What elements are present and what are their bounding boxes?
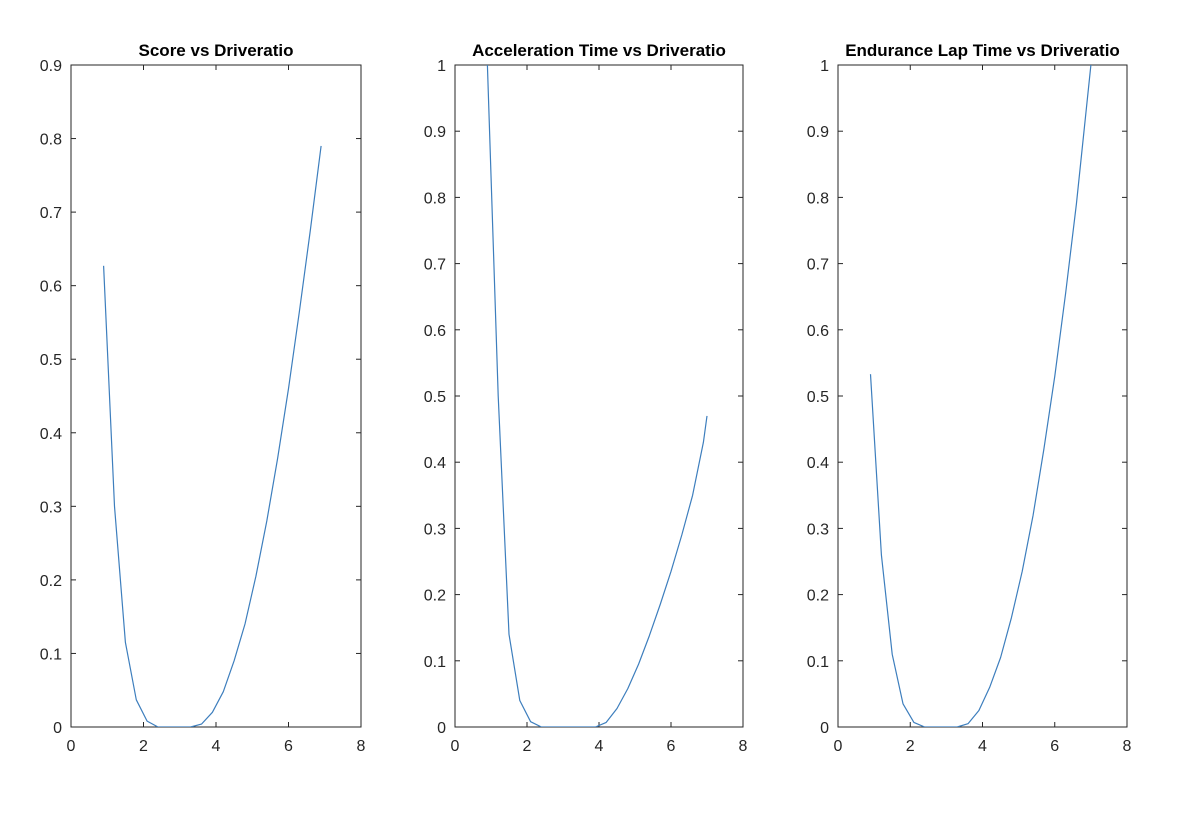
x-tick-label: 4: [212, 738, 221, 755]
y-tick-label: 0.1: [424, 654, 446, 671]
x-tick-label: 0: [451, 738, 460, 755]
x-tick-label: 6: [284, 738, 293, 755]
y-tick-label: 0.3: [807, 521, 829, 538]
y-tick-label: 0.6: [424, 323, 446, 340]
subplot-3: 0 2 4 6 8 0 0.1 0.2 0.3 0.4 0.5 0.6 0.7 0.8 0.9 1 Endura…: [807, 41, 1132, 755]
chart-title: Score vs Driveratio: [139, 41, 294, 60]
x-tick-label: 6: [1050, 738, 1059, 755]
axes-box: [70, 64, 362, 728]
y-tick-label: 0.6: [807, 323, 829, 340]
axes-box: [837, 64, 1128, 728]
x-tick-label: 8: [739, 738, 748, 755]
x-tick-label: 4: [595, 738, 604, 755]
y-tick-label: 0.4: [807, 455, 829, 472]
y-tick-label: 0.1: [40, 646, 62, 663]
x-tick-label: 8: [357, 738, 366, 755]
x-tick-label: 2: [523, 738, 532, 755]
chart-title: Endurance Lap Time vs Driveratio: [845, 41, 1120, 60]
x-tick-label: 4: [978, 738, 987, 755]
y-tick-label: 0.4: [424, 455, 446, 472]
y-tick-label: 0.9: [40, 58, 62, 75]
y-tick-label: 0.7: [424, 257, 446, 274]
y-tick-label: 0.4: [40, 426, 62, 443]
x-tick-label: 2: [906, 738, 915, 755]
y-tick-label: 0.2: [807, 588, 829, 605]
x-tick-label: 2: [139, 738, 148, 755]
y-tick-label: 0.5: [807, 389, 829, 406]
x-tick-label: 0: [834, 738, 843, 755]
subplot-1: 0 2 4 6 8 0 0.1 0.2 0.3 0.4 0.5 0.6 0.7 0.8 0.9 Score v…: [40, 41, 366, 755]
y-tick-label: 0.8: [807, 190, 829, 207]
y-tick-label: 0.8: [424, 190, 446, 207]
series-line: [869, 65, 1092, 727]
y-tick-label: 1: [437, 58, 446, 75]
y-tick-label: 0.7: [807, 257, 829, 274]
x-tick-label: 8: [1123, 738, 1132, 755]
x-tick-label: 6: [667, 738, 676, 755]
y-tick-label: 0.9: [424, 124, 446, 141]
y-tick-label: 0.6: [40, 279, 62, 296]
series-line: [486, 65, 708, 727]
x-tick-label: 0: [67, 738, 76, 755]
y-tick-label: 0.3: [424, 521, 446, 538]
y-tick-label: 0.2: [40, 573, 62, 590]
y-tick-label: 0.3: [40, 499, 62, 516]
y-tick-label: 0.9: [807, 124, 829, 141]
y-tick-label: 0: [53, 720, 62, 737]
y-tick-label: 0: [437, 720, 446, 737]
y-tick-label: 0.2: [424, 588, 446, 605]
y-tick-label: 0: [820, 720, 829, 737]
y-tick-label: 0.7: [40, 205, 62, 222]
series-line: [103, 145, 322, 727]
y-tick-label: 1: [820, 58, 829, 75]
y-tick-label: 0.8: [40, 132, 62, 149]
y-tick-label: 0.1: [807, 654, 829, 671]
subplot-2: 0 2 4 6 8 0 0.1 0.2 0.3 0.4 0.5 0.6 0.7 0.8 0.9 1 Accele…: [424, 41, 748, 755]
chart-title: Acceleration Time vs Driveratio: [472, 41, 726, 60]
y-tick-label: 0.5: [40, 352, 62, 369]
y-tick-label: 0.5: [424, 389, 446, 406]
